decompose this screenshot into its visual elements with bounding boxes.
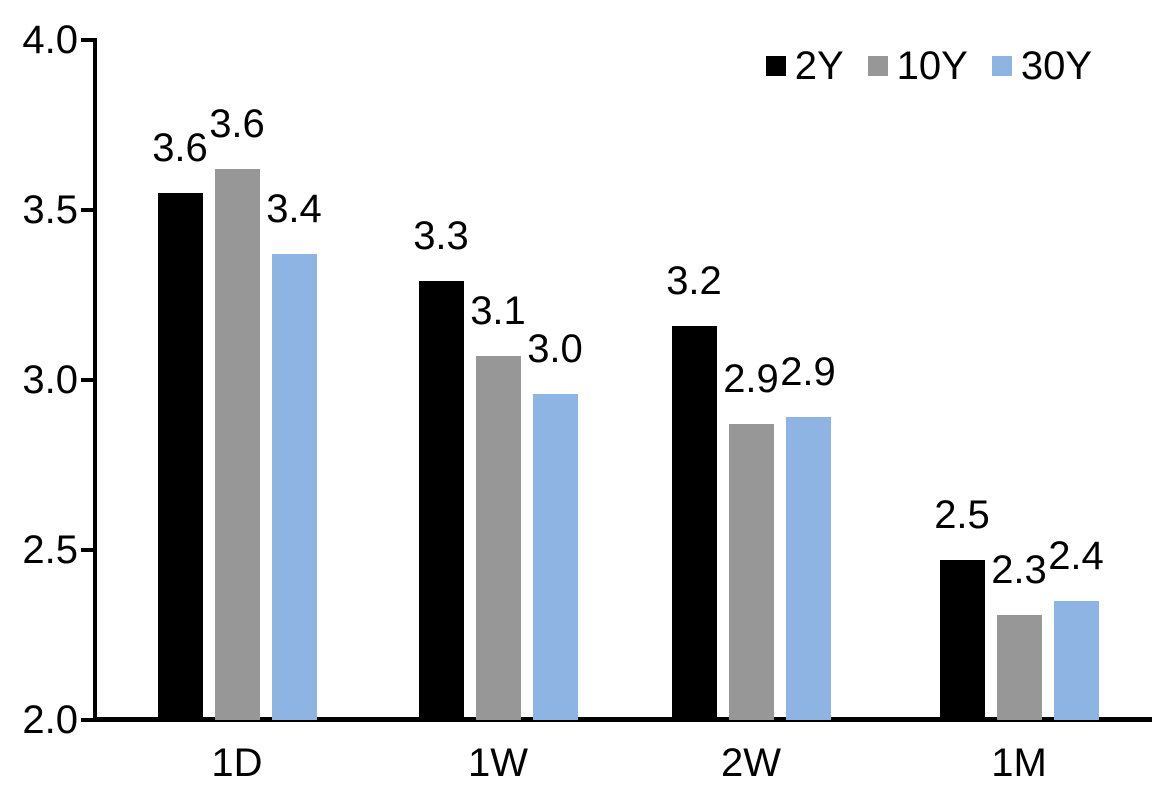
legend-item-30y: 30Y [991, 43, 1092, 89]
bar-2y-2w [671, 325, 717, 720]
y-axis-tick-label: 3.0 [22, 358, 78, 402]
bar-value-label-30y-1d: 3.4 [266, 187, 322, 232]
y-axis-tick-label: 2.0 [22, 698, 78, 742]
legend-item-10y: 10Y [867, 43, 968, 89]
bar-30y-1d [271, 254, 317, 720]
bar-value-label-2y-1m: 2.5 [934, 493, 990, 538]
bar-10y-1w [475, 356, 521, 720]
bar-value-label-2y-2w: 3.2 [666, 258, 722, 303]
bar-value-label-10y-1d: 3.6 [209, 102, 265, 147]
bar-value-label-10y-2w: 2.9 [723, 357, 779, 402]
bar-30y-2w [785, 417, 831, 720]
y-axis-tick [81, 208, 93, 212]
y-axis-tick-label: 3.5 [22, 188, 78, 232]
legend-swatch-10y-icon [867, 56, 888, 76]
x-axis-category-label-1d: 1D [211, 741, 263, 785]
legend-swatch-30y-icon [991, 56, 1012, 76]
bar-2y-1d [157, 193, 203, 720]
y-axis-tick [81, 38, 93, 42]
bar-30y-1w [532, 393, 578, 720]
bar-value-label-30y-1m: 2.4 [1048, 534, 1104, 578]
x-axis-category-label-1w: 1W [468, 741, 528, 785]
bar-value-label-30y-1w: 3.0 [527, 326, 583, 371]
legend-swatch-2y-icon [765, 56, 786, 76]
bar-value-label-2y-1d: 3.6 [152, 126, 208, 170]
bar-10y-2w [728, 424, 774, 720]
x-axis-line [93, 717, 1152, 722]
y-axis-line [93, 38, 97, 722]
legend: 2Y 10Y 30Y [765, 43, 1092, 89]
legend-label-2y: 2Y [794, 43, 844, 88]
bar-value-label-10y-1m: 2.3 [991, 547, 1047, 592]
bar-value-label-30y-2w: 2.9 [780, 350, 836, 395]
bar-value-label-10y-1w: 3.1 [470, 289, 526, 334]
legend-item-2y: 2Y [765, 43, 844, 89]
bar-10y-1m [996, 614, 1042, 720]
y-axis-tick [81, 378, 93, 382]
y-axis-tick-label: 4.0 [22, 18, 78, 62]
y-axis-tick [81, 718, 93, 722]
bar-2y-1w [418, 281, 464, 720]
legend-label-10y: 10Y [896, 43, 968, 88]
x-axis-category-label-1m: 1M [991, 741, 1047, 785]
y-axis-tick-label: 2.5 [22, 528, 78, 572]
legend-label-30y: 30Y [1020, 43, 1092, 88]
bar-value-label-2y-1w: 3.3 [413, 214, 469, 259]
y-axis-tick [81, 548, 93, 552]
bar-10y-1d [214, 169, 260, 720]
x-axis-category-label-2w: 2W [721, 741, 781, 785]
bar-2y-1m [939, 560, 985, 720]
bar-30y-1m [1053, 601, 1099, 720]
